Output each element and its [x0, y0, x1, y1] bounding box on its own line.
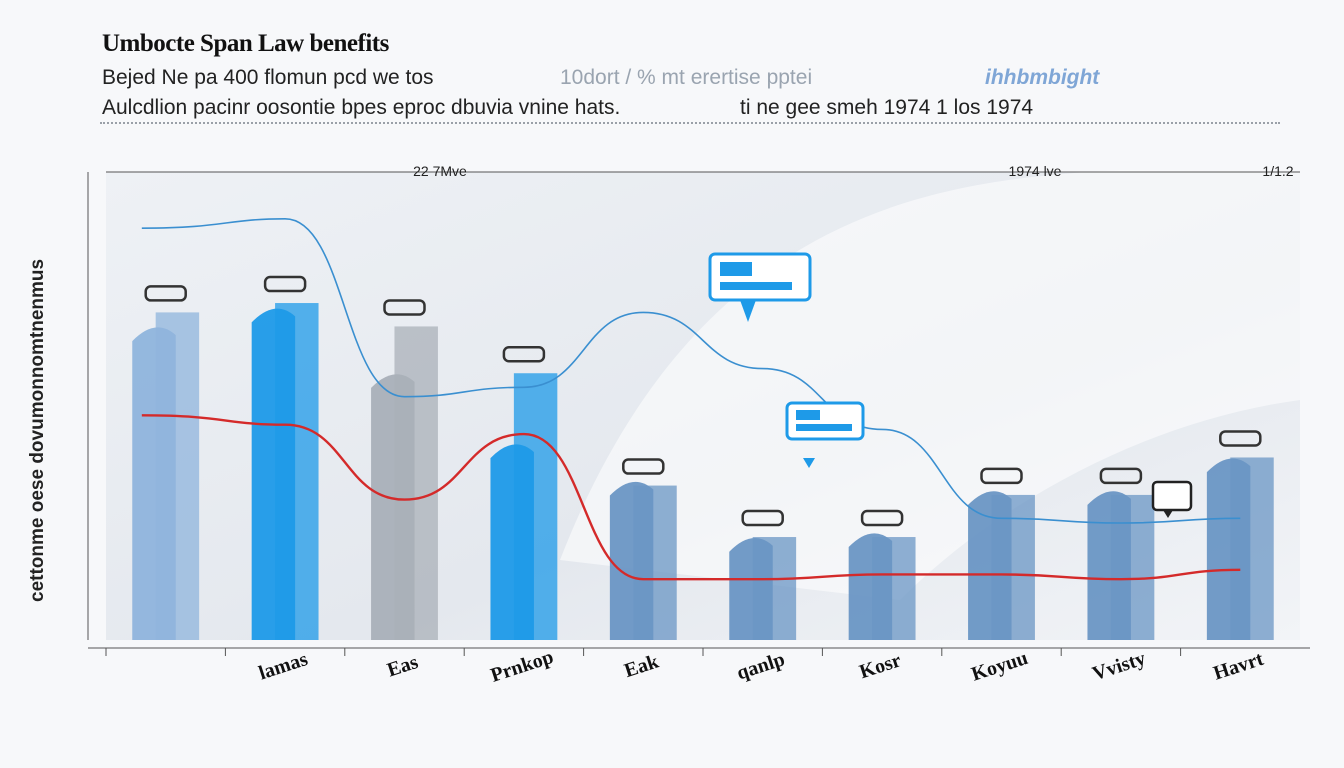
- top-annotations-group: 22 7Mve 1974 lve 1/1.2: [413, 163, 1294, 179]
- bar-icon-0: [144, 285, 187, 302]
- x-tick-labels-group: lamas Eas Prnkop Eak qanlp Kosr Koyuu Vvisty Hav…: [105, 646, 1267, 687]
- subtitle-line-1: Bejed Ne pa 400 flomun pcd we tos: [102, 66, 434, 89]
- bar-7: [968, 491, 1012, 640]
- x-tick-label-4: Eak: [622, 650, 662, 682]
- top-annotation-1: 1974 lve: [1009, 163, 1062, 179]
- x-tick-label-1: lamas: [256, 648, 311, 684]
- background-shape: [560, 170, 1300, 600]
- x-tick-label-9: Havrt: [1211, 648, 1267, 685]
- bar-icon-5: [741, 509, 784, 527]
- bar-icon-4: [622, 458, 665, 475]
- bar-9: [1206, 458, 1251, 640]
- x-tick-label-8: Vvisty: [1090, 647, 1149, 685]
- bar-icon-2: [383, 299, 426, 316]
- bar-1: [251, 308, 296, 640]
- bar-icon-8: [1099, 467, 1143, 485]
- bar-icons-group: [144, 275, 1262, 527]
- bar-3: [490, 444, 534, 640]
- top-annotation-2: 1/1.2: [1262, 163, 1293, 179]
- callout-box-1: [708, 252, 812, 322]
- subtitle-right: ihhbmbight: [985, 66, 1100, 89]
- bar-icon-1: [263, 275, 307, 293]
- bar-6: [848, 533, 893, 640]
- bar-icon-3: [502, 345, 546, 363]
- x-tick-label-3: Prnkop: [488, 646, 556, 687]
- chart-title: Umbocte Span Law benefits: [102, 30, 389, 57]
- bar-icon-6: [860, 509, 904, 527]
- bar-8: [1087, 491, 1131, 640]
- chat-icon: [1151, 480, 1193, 518]
- bar-0: [132, 327, 176, 640]
- x-tick-label-5: qanlp: [734, 648, 787, 684]
- top-annotation-0: 22 7Mve: [413, 163, 467, 179]
- callout-box-2: [785, 401, 865, 468]
- x-tick-label-6: Kosr: [857, 649, 904, 683]
- bar-2: [371, 374, 415, 640]
- line-blue-series: [141, 217, 1241, 524]
- bar-5: [729, 538, 773, 640]
- x-tick-label-2: Eas: [384, 651, 421, 682]
- bars-front-group: [132, 308, 1251, 640]
- subtitle-mid-2: ti ne gee smeh 1974 1 los 1974: [740, 96, 1034, 119]
- subtitle-mid-1: 10dort / % mt erertise pptei: [560, 66, 813, 89]
- header-rule: [100, 122, 1280, 124]
- bar-icon-7: [980, 467, 1023, 485]
- bar-icon-9: [1219, 430, 1262, 447]
- x-tick-label-7: Koyuu: [969, 647, 1031, 686]
- bar-4: [609, 481, 654, 640]
- line-red-series: [141, 414, 1241, 581]
- subtitle-line-2: Aulcdlion pacinr oosontie bpes eproc dbu…: [102, 96, 621, 119]
